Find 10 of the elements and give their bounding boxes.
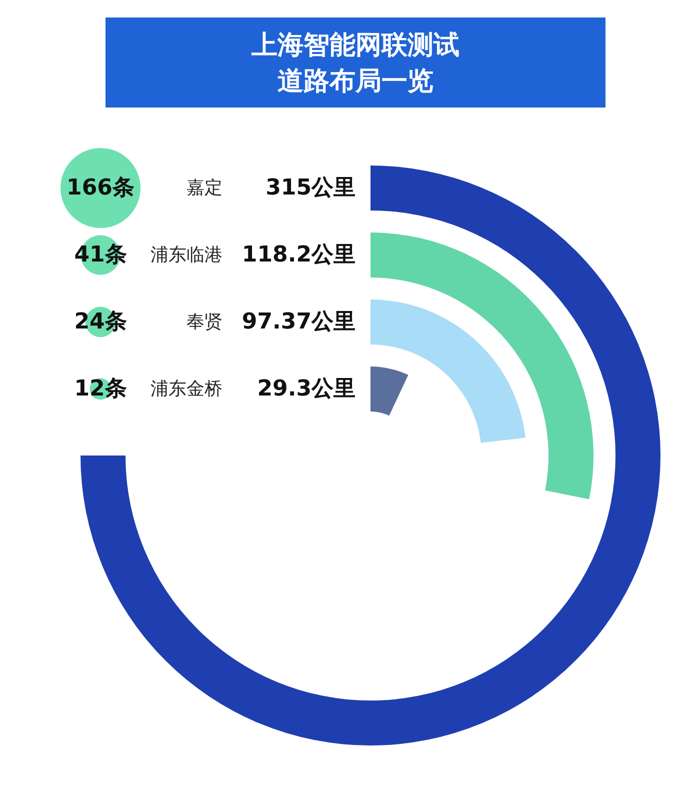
data-label: 118.2公里 xyxy=(242,242,356,268)
data-label: 29.3公里 xyxy=(257,376,356,402)
category-label: 奉贤 xyxy=(186,312,222,332)
category-label: 嘉定 xyxy=(186,178,222,198)
category-label: 浦东金桥 xyxy=(150,378,222,400)
data-label: 315公里 xyxy=(266,176,356,200)
data-label: 97.37公里 xyxy=(242,310,356,334)
text: 上海智能网联测试道路布局一览 xyxy=(250,30,460,96)
category-label: 浦东临港 xyxy=(150,244,222,266)
data-label: 166条 xyxy=(66,176,134,200)
